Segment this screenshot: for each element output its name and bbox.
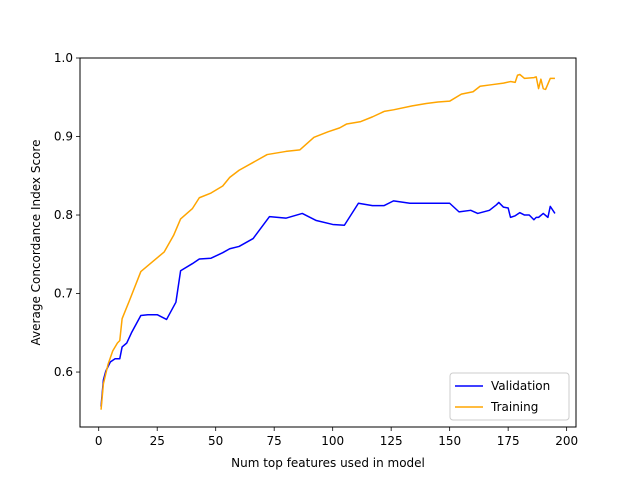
series-line-training — [100, 73, 555, 410]
x-tick-label: 200 — [555, 434, 578, 448]
y-tick-label: 0.8 — [54, 208, 73, 222]
legend-box — [449, 372, 570, 421]
x-tick-label: 75 — [267, 434, 282, 448]
x-axis-label: Num top features used in model — [231, 456, 425, 470]
y-tick-label: 0.7 — [54, 287, 73, 301]
plot-frame — [79, 57, 577, 428]
series-line-validation — [100, 200, 556, 407]
x-tick-label: 50 — [208, 434, 223, 448]
x-tick-label: 0 — [95, 434, 103, 448]
x-tick-label: 25 — [150, 434, 165, 448]
legend: Validation Training — [449, 372, 570, 421]
y-tick-label: 1.0 — [54, 51, 73, 65]
x-tick-label: 100 — [321, 434, 344, 448]
y-tick-label: 0.9 — [54, 130, 73, 144]
x-tick-label: 150 — [438, 434, 461, 448]
x-tick-label: 125 — [380, 434, 403, 448]
series-lines — [100, 73, 556, 410]
y-axis-label: Average Concordance Index Score — [29, 140, 43, 346]
x-tick-label: 175 — [497, 434, 520, 448]
y-tick-label: 0.6 — [54, 365, 73, 379]
axis-ticks: 0 25 50 75 100 125 150 175 200 0.6 0.7 0.8 0.9 1.0 — [54, 51, 578, 448]
legend-label-training: Training — [490, 400, 538, 414]
legend-label-validation: Validation — [491, 379, 550, 393]
